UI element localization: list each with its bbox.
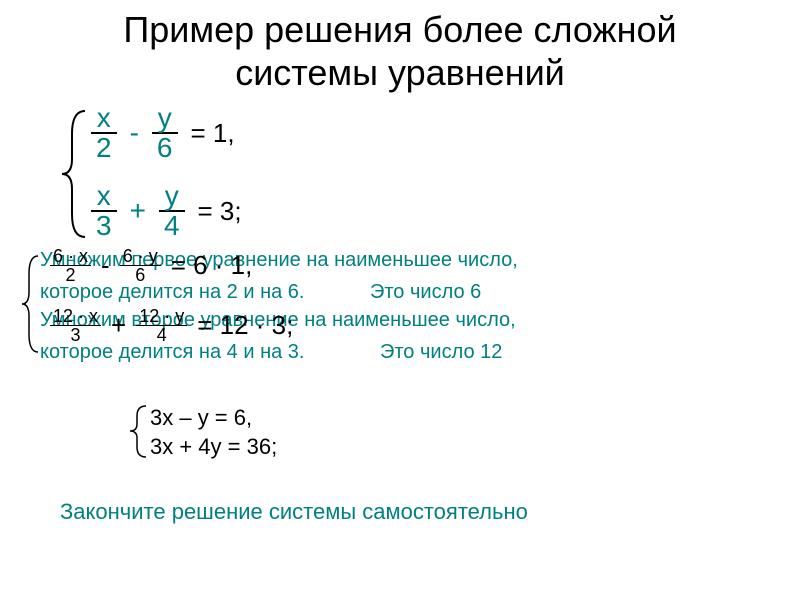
be2-op: + (111, 310, 126, 341)
hint1-extra: Это число 6 (370, 281, 481, 304)
eq1-row: x 2 - y 6 = 1, (90, 104, 242, 162)
overlay-section: Умножим первое уравнение на наименьшее ч… (40, 249, 760, 369)
brace-mini-icon (20, 254, 42, 354)
eq2-frac-x: x 3 (90, 182, 118, 240)
eq1-rhs: = 1, (190, 118, 234, 149)
title-line1: Пример решения более сложной (0, 8, 800, 51)
black-eq1: 6 · x 2 - 6 · y 6 = 6 · 1, (50, 247, 252, 284)
eq2-frac-y: y 4 (158, 182, 186, 240)
overlay-row4: которое делится на 4 и на 3. Это число 1… (40, 341, 760, 369)
overlay-row2: которое делится на 2 и на 6. Это число 6 (40, 281, 760, 309)
be1-op: - (101, 250, 110, 281)
eq2-rhs: = 3; (198, 196, 242, 227)
be2-rhs: = 12 · 3; (197, 310, 293, 341)
system1: x 2 - y 6 = 1, x 3 + y 4 = 3; (90, 104, 242, 260)
eq1-frac-x: x 2 (90, 104, 118, 162)
be1-rhs: = 6 · 1, (171, 250, 253, 281)
eq2-op: + (130, 195, 146, 227)
hint1-line2: которое делится на 2 и на 6. (40, 281, 304, 304)
be2-f1: 12 · x 3 (50, 307, 101, 344)
be1-f2: 6 · y 6 (120, 247, 161, 284)
eq1-frac-y: y 6 (151, 104, 179, 162)
sys2-eq2: 3x + 4y = 36; (150, 433, 277, 462)
be2-f2: 12 · y 4 (136, 307, 187, 344)
slide-title: Пример решения более сложной системы ура… (0, 0, 800, 94)
hint2-extra: Это число 12 (380, 341, 502, 364)
brace2-icon (128, 404, 150, 459)
be1-f1: 6 · x 2 (50, 247, 91, 284)
hint2-line2: которое делится на 4 и на 3. (40, 341, 304, 364)
overlay-row1: Умножим первое уравнение на наименьшее ч… (40, 249, 760, 281)
sys2-eq1: 3x – y = 6, (150, 404, 277, 433)
title-line2: системы уравнений (0, 51, 800, 94)
system2: 3x – y = 6, 3x + 4y = 36; (150, 404, 277, 461)
brace-icon (60, 109, 90, 239)
overlay-row3: Умножим второе уравнение на наименьшее ч… (40, 309, 760, 341)
finish-instruction: Закончите решение системы самостоятельно (60, 499, 528, 525)
black-eq2: 12 · x 3 + 12 · y 4 = 12 · 3; (50, 307, 293, 344)
eq1-op: - (130, 117, 139, 149)
eq2-row: x 3 + y 4 = 3; (90, 182, 242, 240)
